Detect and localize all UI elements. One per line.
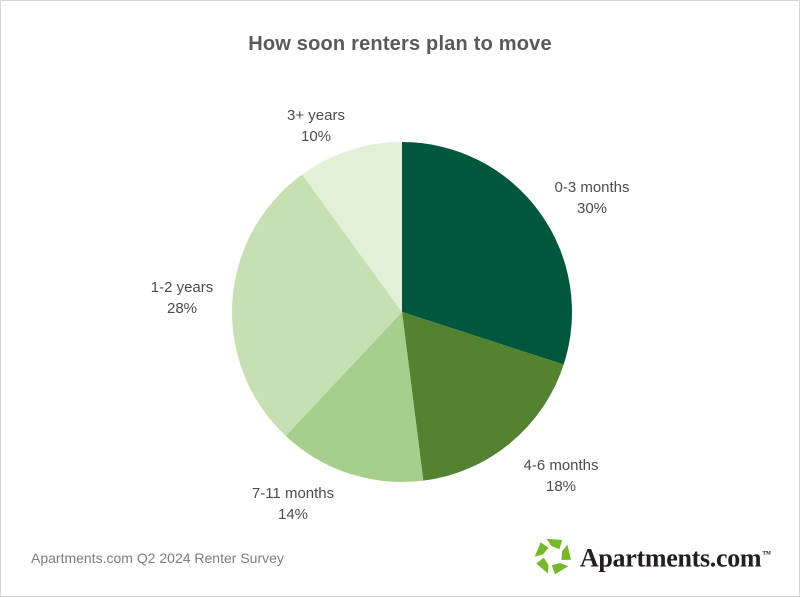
slice-label-pct: 30% (576, 200, 608, 217)
slice-label-text: 7-11 months (251, 485, 335, 502)
slice-label-text: 0-3 months (554, 179, 630, 196)
pie-slice-7-11-months (285, 312, 424, 482)
slice-label-text: 4-6 months (523, 457, 599, 474)
slice-label-3-plus-years: 3+ years 10% (287, 105, 345, 147)
slice-label-pct: 18% (545, 478, 577, 495)
slice-label-pct: 10% (300, 128, 332, 145)
source-note: Apartments.com Q2 2024 Renter Survey (31, 550, 284, 566)
pie-slice-0-3-months (402, 142, 572, 365)
slice-label-text: 1-2 years (150, 279, 214, 296)
pie-slice-3-years (302, 142, 402, 312)
logo-wordmark-text: Apartments.com (579, 543, 762, 573)
logo-wordmark: Apartments.com™ (580, 534, 771, 579)
slice-label-7-11-months: 7-11 months 14% (252, 483, 334, 525)
pie-slice-4-6-months (402, 312, 564, 481)
slice-label-0-3-months: 0-3 months 30% (554, 177, 629, 219)
logo-trademark: ™ (762, 549, 771, 559)
apartments-logo-icon (534, 539, 571, 575)
brand-logo: Apartments.com™ (533, 534, 771, 579)
pie-chart (232, 142, 572, 482)
slice-label-4-6-months: 4-6 months 18% (523, 455, 598, 497)
pie-slice-1-2-years (232, 174, 402, 436)
pie-slices (232, 142, 572, 482)
slice-label-text: 3+ years (287, 107, 345, 124)
logo-pinwheel (534, 539, 571, 575)
slice-label-pct: 14% (277, 506, 309, 523)
slice-label-pct: 28% (166, 300, 198, 317)
chart-title: How soon renters plan to move (248, 33, 552, 55)
slice-label-1-2-years: 1-2 years 28% (151, 277, 214, 319)
